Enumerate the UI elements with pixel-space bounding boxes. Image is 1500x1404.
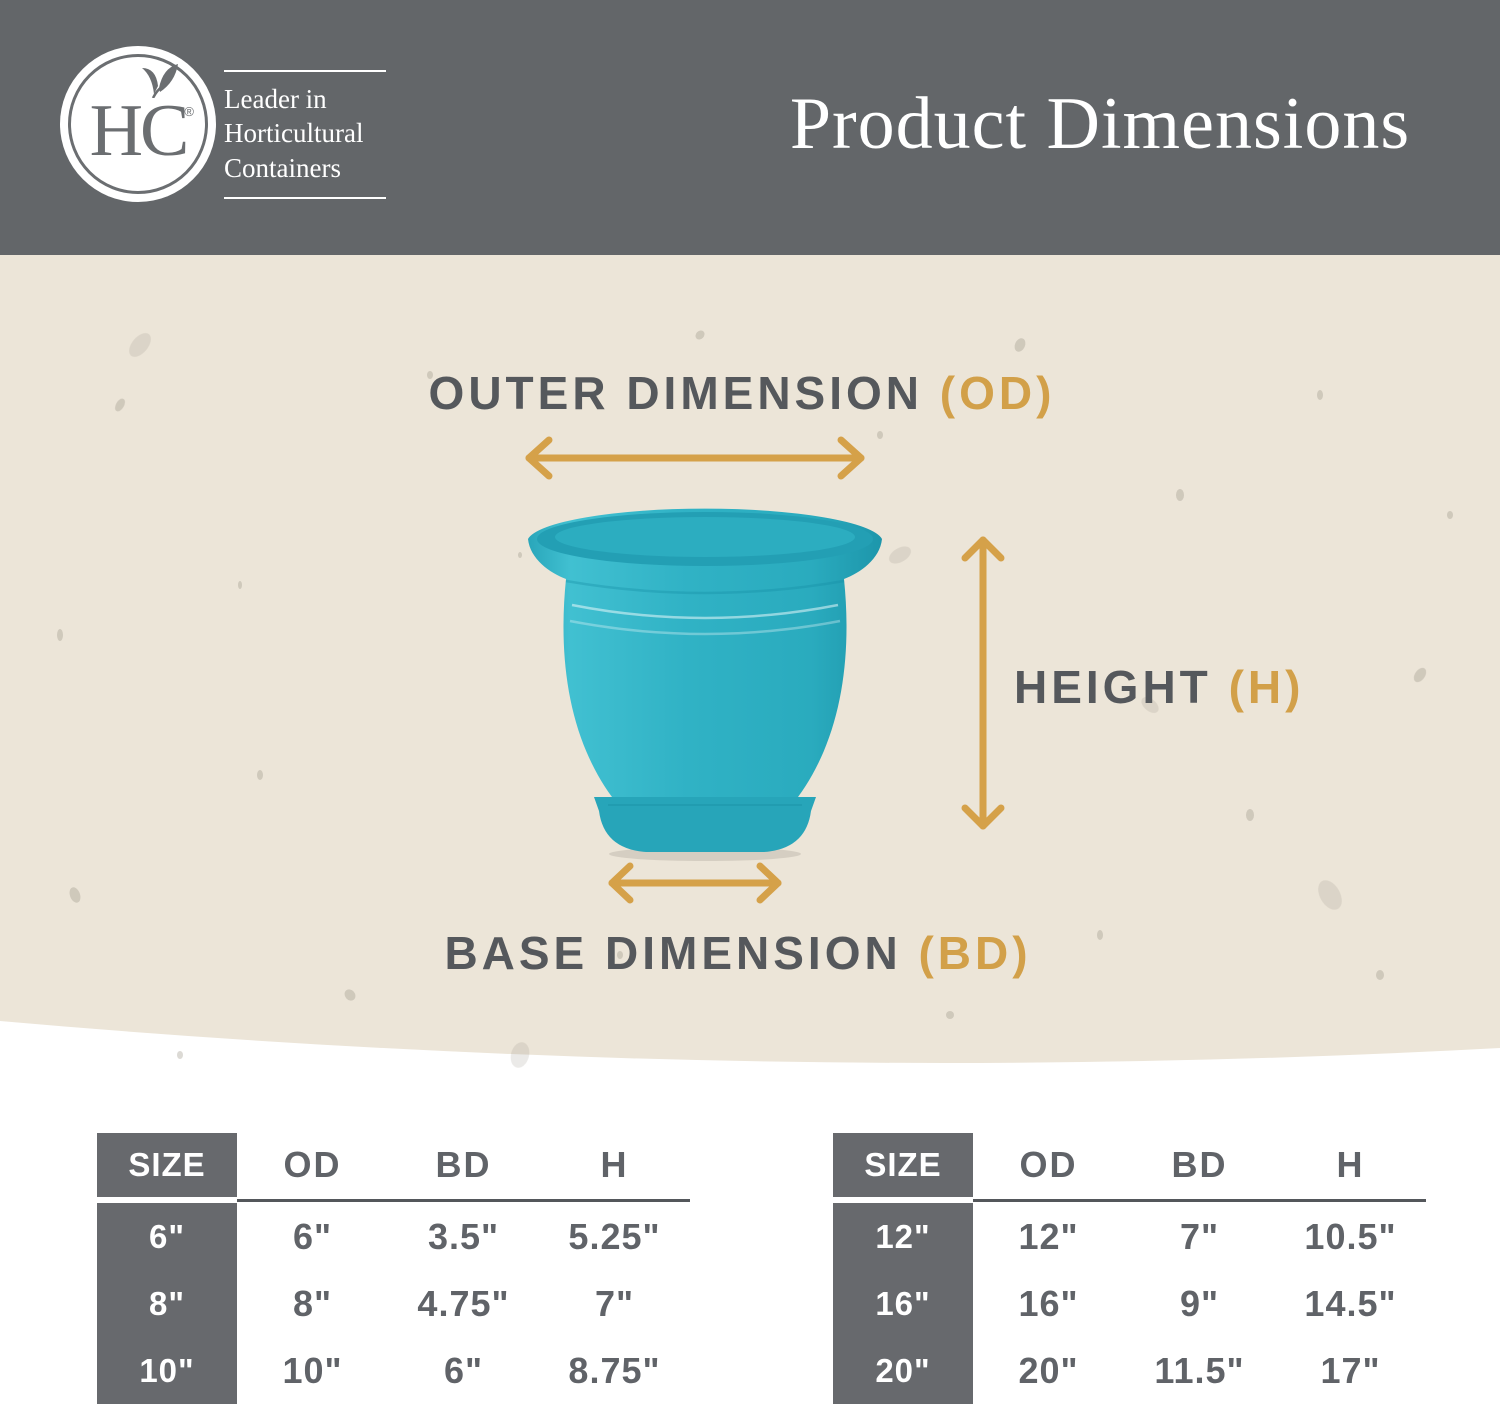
table-cell: 12" (1018, 1215, 1079, 1257)
base-dimension-label: BASE DIMENSION (BD) (238, 926, 1238, 980)
logo-ring (68, 54, 208, 194)
table-cell: 14.5" (1304, 1282, 1397, 1324)
table-cell: 12" (833, 1203, 973, 1270)
registered-trademark-icon: ® (184, 104, 194, 119)
height-abbrev: (H) (1228, 661, 1305, 713)
logo-monogram: HC (89, 90, 190, 172)
base-dimension-text: BASE DIMENSION (444, 927, 919, 979)
table-header-size: SIZE (833, 1133, 973, 1197)
tagline-line: Leader in (224, 84, 327, 114)
table-header-size: SIZE (97, 1133, 237, 1197)
table-header-bd: BD (435, 1144, 492, 1185)
table-cell: 16" (1018, 1282, 1079, 1324)
table-cell: 7" (1179, 1215, 1220, 1257)
table-cell: 5.25" (568, 1215, 661, 1257)
tagline-line: Horticultural (224, 118, 364, 149)
brand-tagline: Leader in Horticultural Containers (224, 70, 386, 199)
base-dimension-abbrev: (BD) (918, 927, 1032, 979)
outer-dimension-abbrev: (OD) (939, 367, 1056, 419)
table-header-h: H (1336, 1144, 1365, 1185)
height-arrow-icon (961, 536, 1005, 830)
table-header-od: OD (1019, 1144, 1078, 1185)
table-cell: 6" (443, 1349, 484, 1391)
table-cell: 10" (282, 1349, 343, 1391)
table-cell: 10" (97, 1337, 237, 1404)
tagline-line: Containers (224, 152, 341, 183)
outer-dimension-label: OUTER DIMENSION (OD) (242, 366, 1242, 420)
page-title: Product Dimensions (789, 83, 1411, 165)
planter-pot-image (528, 508, 882, 861)
header-bar: HC ® Leader in Horticultural Containers … (0, 0, 1500, 255)
height-text: HEIGHT (1014, 661, 1229, 713)
table-header-h: H (600, 1144, 629, 1185)
table-cell: 16" (833, 1270, 973, 1337)
outer-dimension-text: OUTER DIMENSION (428, 367, 940, 419)
table-header-rule (237, 1198, 690, 1202)
table-cell: 6" (97, 1203, 237, 1270)
dimensions-table-large-sizes: SIZE OD BD H 12" 12" 7" 10.5" 16" 16" 9"… (833, 1133, 1426, 1404)
table-cell: 8.75" (568, 1349, 661, 1391)
table-cell: 8" (292, 1282, 333, 1324)
brand-logo: HC ® (60, 46, 216, 202)
table-cell: 9" (1179, 1282, 1220, 1324)
outer-dimension-arrow-icon (525, 436, 865, 480)
table-cell: 7" (594, 1282, 635, 1324)
table-cell: 6" (292, 1215, 333, 1257)
table-cell: 8" (97, 1270, 237, 1337)
base-dimension-arrow-icon (608, 862, 782, 904)
table-cell: 11.5" (1154, 1349, 1245, 1391)
table-header-od: OD (283, 1144, 342, 1185)
table-cell: 17" (1320, 1349, 1381, 1391)
table-cell: 20" (833, 1337, 973, 1404)
table-header-bd: BD (1171, 1144, 1228, 1185)
table-cell: 20" (1018, 1349, 1079, 1391)
table-cell: 3.5" (427, 1215, 500, 1257)
table-cell: 10.5" (1304, 1215, 1397, 1257)
dimensions-table-small-sizes: SIZE OD BD H 6" 6" 3.5" 5.25" 8" 8" 4.75… (97, 1133, 690, 1404)
table-header-rule (973, 1198, 1426, 1202)
table-cell: 4.75" (417, 1282, 510, 1324)
leaf-icon (142, 64, 178, 98)
height-label: HEIGHT (H) (1014, 660, 1414, 714)
